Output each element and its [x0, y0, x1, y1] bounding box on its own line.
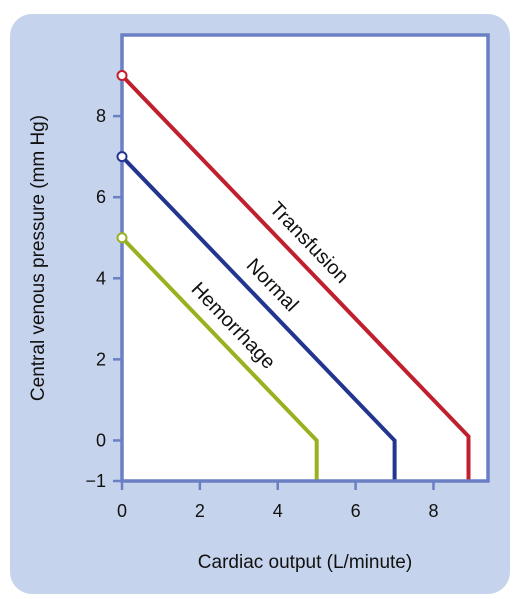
x-axis-ticks: [120, 481, 435, 490]
series-start-point-hemorrhage: [116, 232, 128, 244]
series-line-normal: [120, 155, 397, 481]
y-axis-title: Central venous pressure (mm Hg): [28, 115, 49, 401]
y-axis-tick-labels: −1 0 2 4 6 8: [85, 106, 106, 491]
x-axis-tick-labels: 0 2 4 6 8: [117, 501, 439, 521]
series-layer: [120, 74, 471, 481]
plot-area: [122, 35, 488, 481]
axis-frame: [120, 33, 490, 483]
series-start-point-transfusion: [116, 70, 128, 82]
y-tick-label-8: 8: [96, 106, 106, 126]
y-tick-label-4: 4: [96, 268, 106, 288]
y-tick-label--1: −1: [85, 471, 106, 491]
y-tick-label-0: 0: [96, 430, 106, 450]
x-axis-title: Cardiac output (L/minute): [198, 552, 412, 573]
y-axis-ticks: [113, 114, 122, 483]
y-tick-label-2: 2: [96, 349, 106, 369]
series-start-point-normal: [116, 151, 128, 163]
x-tick-label-8: 8: [428, 501, 438, 521]
x-tick-label-4: 4: [273, 501, 283, 521]
x-tick-label-6: 6: [351, 501, 361, 521]
series-start-markers: [116, 70, 128, 244]
series-line-transfusion: [120, 74, 471, 481]
y-tick-label-6: 6: [96, 187, 106, 207]
x-tick-label-0: 0: [117, 501, 127, 521]
series-line-hemorrhage: [120, 236, 319, 481]
x-tick-label-2: 2: [195, 501, 205, 521]
